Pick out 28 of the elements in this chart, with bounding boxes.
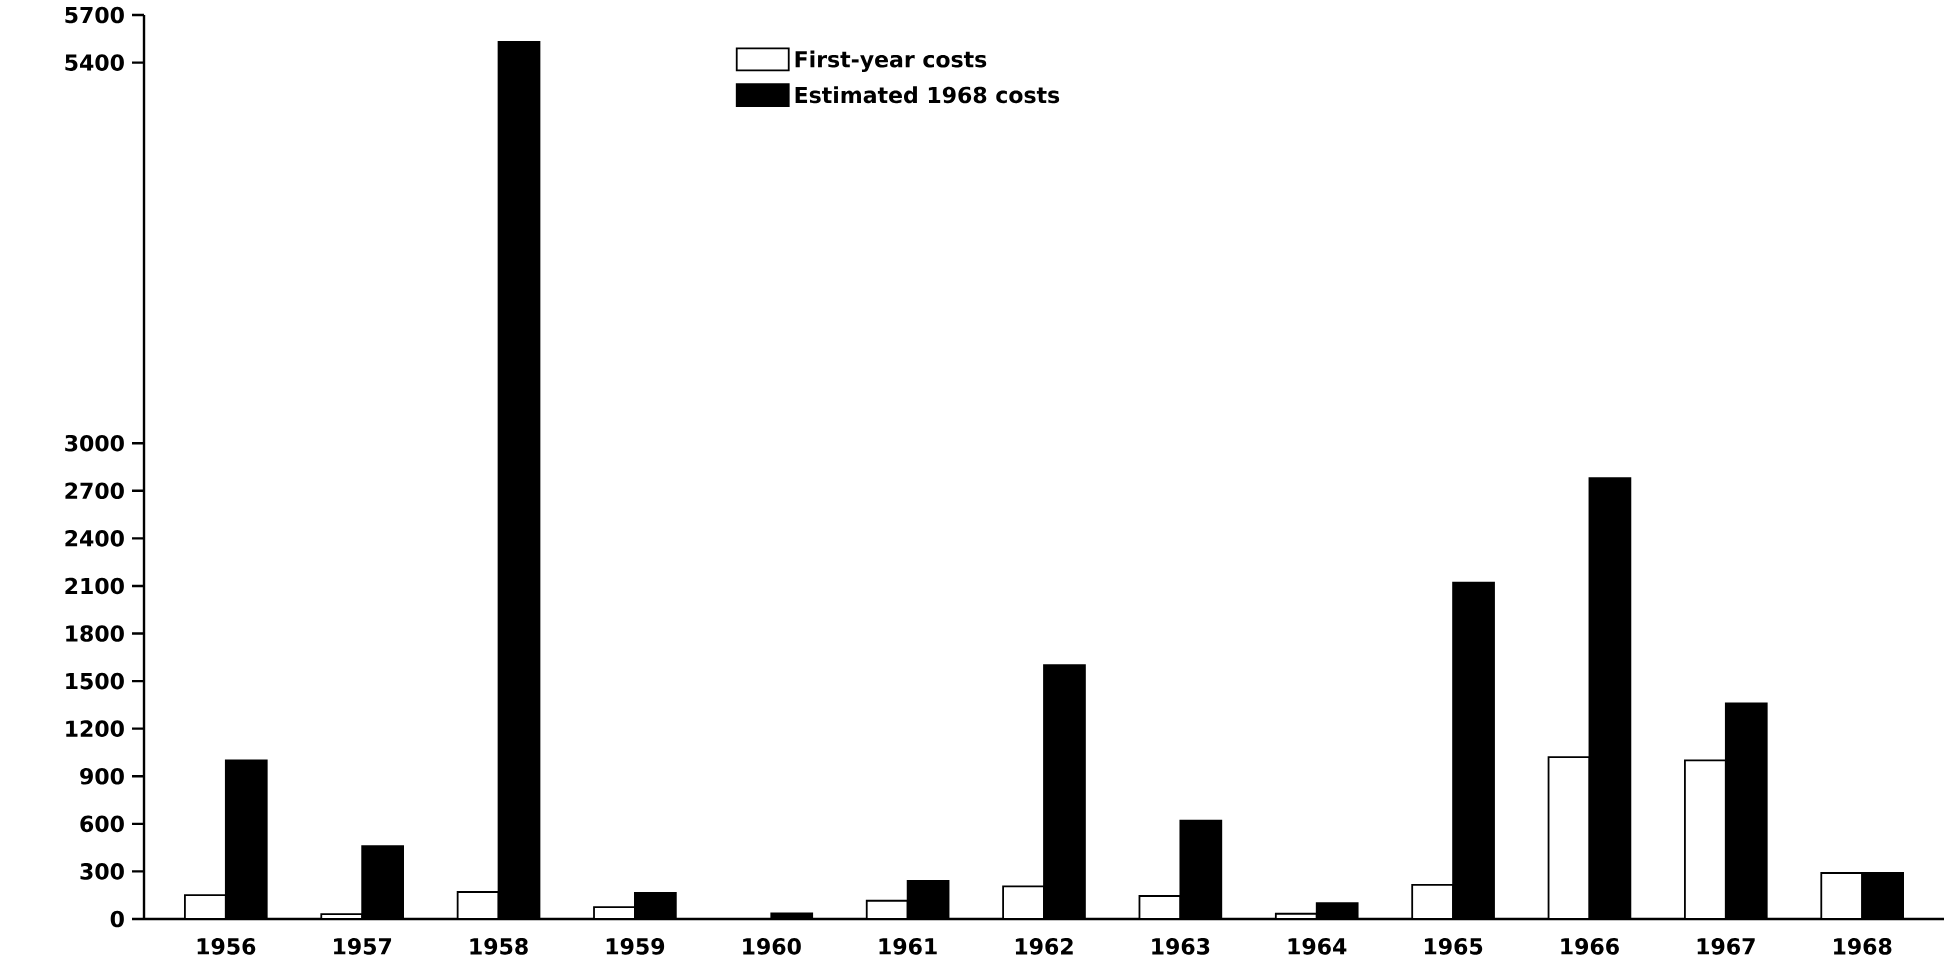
x-tick-label: 1967 <box>1697 938 1755 955</box>
x-tick-label: 1962 <box>1015 938 1073 955</box>
y-tick-label: 5400 <box>65 54 124 71</box>
x-tick-label: 1966 <box>1561 938 1619 955</box>
x-tick-label: 1956 <box>197 938 256 955</box>
y-tick-label: 1200 <box>66 720 124 737</box>
y-tick-label: 1500 <box>66 672 124 690</box>
x-tick-label: 1968 <box>1834 938 1892 955</box>
x-tick-label: 1964 <box>1288 938 1347 955</box>
x-tick-label: 1959 <box>606 938 665 955</box>
y-tick-label: 5700 <box>65 6 124 24</box>
y-tick-label: 900 <box>80 767 124 785</box>
y-tick-label: 2400 <box>65 530 124 547</box>
x-tick-label: 1961 <box>879 938 937 955</box>
legend-label: Estimated 1968 costs <box>795 86 1060 104</box>
y-tick-label: 2700 <box>65 482 124 500</box>
y-tick-label: 1800 <box>66 625 124 642</box>
x-tick-label: 1960 <box>743 938 801 955</box>
legend-label: First-year costs <box>795 50 987 72</box>
x-tick-label: 1963 <box>1152 938 1210 955</box>
y-tick-label: 0 <box>110 910 124 928</box>
y-tick-label: 2100 <box>65 577 124 595</box>
x-tick-label: 1965 <box>1424 938 1483 955</box>
x-tick-label: 1958 <box>470 938 528 955</box>
y-tick-label: 3000 <box>65 434 124 452</box>
x-tick-label: 1957 <box>334 938 392 955</box>
y-tick-label: 300 <box>80 863 124 880</box>
y-tick-label: 600 <box>80 815 124 833</box>
